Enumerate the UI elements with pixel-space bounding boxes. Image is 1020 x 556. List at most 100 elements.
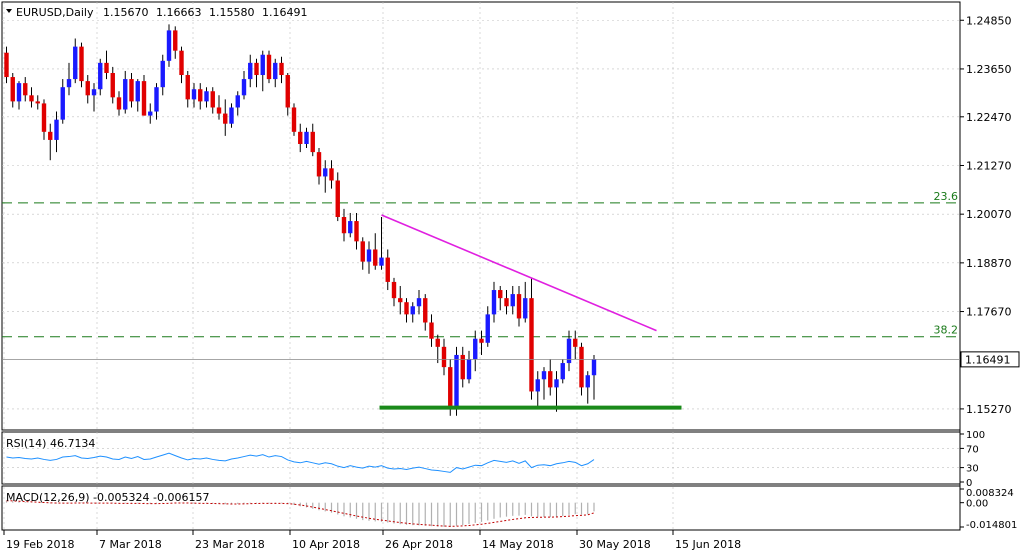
bearish-candle: [79, 42, 84, 88]
candle-body: [166, 30, 172, 61]
candle-body: [123, 79, 128, 110]
bullish-candle: [54, 111, 59, 153]
candle-body: [416, 298, 422, 307]
time-tick-label: 26 Apr 2018: [385, 538, 453, 551]
candle-body: [304, 131, 309, 144]
chart-header: EURUSD,Daily 1.15670 1.16663 1.15580 1.1…: [6, 6, 308, 19]
candle-body: [85, 81, 90, 96]
candle-body: [423, 298, 428, 323]
candle-body: [516, 294, 522, 319]
bullish-candle: [91, 83, 97, 112]
descending-trendline[interactable]: [381, 214, 657, 332]
open-value: 1.15670: [103, 6, 149, 19]
bearish-candle: [373, 233, 378, 270]
bearish-candle: [291, 103, 297, 136]
candle-body: [198, 89, 203, 102]
candle-body: [291, 107, 297, 132]
candle-body: [541, 371, 547, 380]
chevron-down-icon[interactable]: [6, 9, 12, 13]
bullish-candle: [154, 83, 159, 120]
bullish-candle: [98, 58, 103, 96]
bullish-candle: [66, 62, 72, 96]
price-tick-label: 1.22470: [966, 111, 1012, 124]
bullish-candle: [148, 103, 153, 124]
bullish-candle: [229, 103, 234, 128]
time-tick-label: 19 Feb 2018: [6, 538, 74, 551]
candle-body: [266, 54, 272, 80]
candle-body: [510, 294, 515, 307]
candle-body: [79, 46, 84, 82]
candle-body: [279, 62, 284, 76]
bearish-candle: [310, 123, 315, 157]
candle-body: [135, 81, 140, 102]
bearish-candle: [529, 277, 534, 400]
candle-body: [129, 79, 134, 102]
bearish-candle: [254, 58, 259, 88]
candle-body: [148, 111, 153, 116]
bearish-candle: [391, 277, 397, 307]
candle-body: [310, 131, 315, 153]
rsi-label: RSI(14) 46.7134: [6, 437, 95, 450]
bullish-candle: [235, 91, 240, 116]
candle-body: [560, 363, 565, 380]
candles: [4, 24, 597, 416]
bullish-candle: [273, 58, 278, 88]
bullish-candle: [204, 87, 209, 108]
candle-body: [429, 322, 434, 339]
close-value: 1.16491: [262, 6, 308, 19]
bearish-candle: [104, 50, 109, 80]
candle-body: [523, 298, 528, 319]
bullish-candle: [485, 306, 490, 347]
bullish-candle: [466, 350, 472, 384]
bearish-candle: [173, 26, 178, 59]
time-tick-label: 14 May 2018: [482, 538, 554, 551]
macd-label: MACD(12,26,9) -0.005324 -0.006157: [6, 491, 209, 504]
candle-body: [185, 75, 190, 100]
bullish-candle: [416, 290, 422, 315]
candle-body: [354, 221, 359, 242]
bearish-candle: [429, 314, 434, 347]
candle-body: [591, 359, 597, 376]
candle-body: [385, 257, 390, 282]
symbol-label: EURUSD: [16, 6, 62, 19]
bearish-candle: [298, 123, 303, 153]
bullish-candle: [410, 302, 415, 323]
candle-body: [566, 338, 572, 364]
candle-body: [60, 87, 65, 120]
bearish-candle: [548, 359, 553, 396]
current-price-tag: 1.16491: [960, 351, 1020, 368]
bearish-candle: [48, 123, 53, 161]
candle-body: [554, 379, 559, 388]
candle-body: [98, 62, 103, 90]
bearish-candle: [329, 160, 334, 189]
bearish-candle: [223, 99, 228, 136]
bearish-candle: [385, 249, 390, 291]
candle-body: [260, 54, 265, 76]
bullish-candle: [535, 371, 540, 408]
bullish-candle: [323, 160, 328, 193]
candle-body: [335, 180, 340, 218]
time-axis[interactable]: 19 Feb 2018 7 Mar 2018 23 Mar 2018 10 Apr 2…: [3, 530, 741, 551]
candle-body: [579, 346, 584, 388]
candle-body: [398, 298, 403, 303]
low-value: 1.15580: [209, 6, 255, 19]
bearish-candle: [360, 237, 365, 270]
candle-body: [16, 83, 22, 102]
bearish-candle: [460, 346, 465, 388]
bearish-candle: [279, 56, 284, 84]
candle-body: [91, 89, 97, 96]
bearish-candle: [398, 285, 403, 315]
price-tick-label: 1.24850: [966, 14, 1012, 27]
time-tick-label: 7 Mar 2018: [99, 538, 162, 551]
rsi-line: [6, 452, 595, 473]
candle-body: [273, 62, 278, 80]
bullish-candle: [560, 359, 565, 384]
candle-body: [48, 131, 53, 140]
bullish-candle: [260, 50, 265, 92]
candle-body: [498, 290, 503, 299]
candle-body: [348, 221, 353, 234]
price-axis[interactable]: 1.24850 1.23650 1.22470 1.21270 1.20070 1.188…: [960, 14, 1017, 531]
candle-body: [10, 77, 15, 102]
bearish-candle: [4, 46, 9, 84]
bearish-candle: [423, 294, 428, 331]
